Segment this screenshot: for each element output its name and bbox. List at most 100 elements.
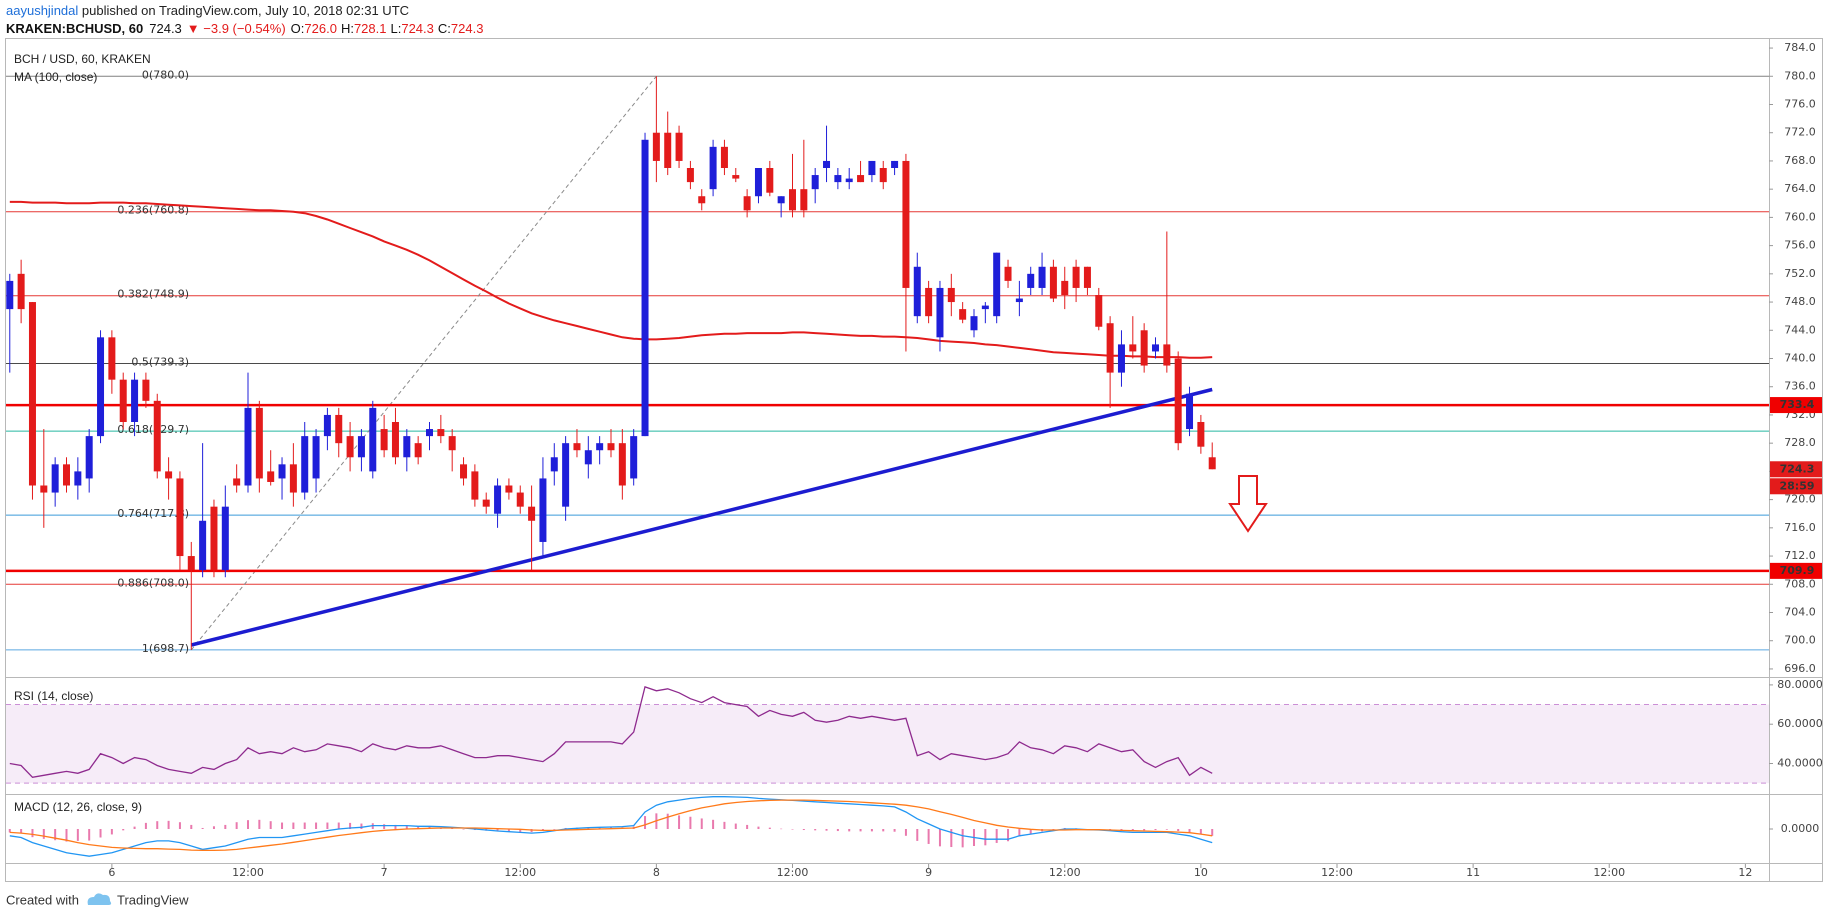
macd-histogram xyxy=(88,829,91,841)
candle-body xyxy=(720,146,728,168)
macd-histogram xyxy=(349,822,352,829)
y-tick-label: 776.0 xyxy=(1784,98,1816,111)
candle-body xyxy=(391,422,399,458)
macd-histogram xyxy=(689,816,692,829)
fib-label: 0.618(729.7) xyxy=(117,423,189,436)
candle-body xyxy=(301,436,309,493)
fib-label: 0.886(708.0) xyxy=(117,576,189,589)
y-tick-label: 756.0 xyxy=(1784,239,1816,252)
fib-label: 0.382(748.9) xyxy=(117,288,189,301)
publish-line: aayushjindal published on TradingView.co… xyxy=(6,3,409,18)
footer-brand[interactable]: TradingView xyxy=(117,892,189,907)
footer-logo[interactable] xyxy=(87,893,112,905)
macd-histogram xyxy=(315,822,318,829)
last: 724.3 xyxy=(149,21,182,36)
macd-histogram xyxy=(927,829,930,844)
y-tick-label: 716.0 xyxy=(1784,521,1816,534)
candle-body xyxy=(664,132,672,168)
candle-body xyxy=(425,429,433,437)
candle-body xyxy=(414,443,422,458)
candle-body xyxy=(947,287,955,303)
macd-histogram xyxy=(167,820,170,829)
x-tick-label: 10 xyxy=(1194,866,1208,879)
candle-body xyxy=(970,316,978,331)
macd-histogram xyxy=(666,813,669,829)
macd-histogram xyxy=(1018,829,1021,837)
macd-histogram xyxy=(258,819,261,829)
candle-body xyxy=(40,485,48,493)
candle-body xyxy=(925,287,933,317)
candle-body xyxy=(584,450,592,465)
macd-line xyxy=(9,796,1213,857)
candle-body xyxy=(641,139,649,437)
candle-body xyxy=(97,337,105,437)
published: published on TradingView.com, July 10, 2… xyxy=(78,3,409,18)
candle-body xyxy=(312,436,320,479)
y-tick-label: 728.0 xyxy=(1784,436,1816,449)
macd-histogram xyxy=(1120,829,1123,831)
rsi-tick-label: 60.0000 xyxy=(1777,717,1823,730)
macd-histogram xyxy=(961,829,964,848)
candle-body xyxy=(845,178,853,183)
y-tick-label: 736.0 xyxy=(1784,380,1816,393)
candle-body xyxy=(562,443,570,507)
macd-histogram xyxy=(1029,829,1032,834)
candle-body xyxy=(1186,393,1194,430)
candle-body xyxy=(448,436,456,451)
macd-histogram xyxy=(1007,829,1010,842)
fib-label: 0.764(717.8) xyxy=(117,507,189,520)
y-tick-label: 764.0 xyxy=(1784,182,1816,195)
price-label-box xyxy=(1770,562,1822,579)
x-tick-label: 7 xyxy=(381,866,388,879)
symbol: KRAKEN:BCHUSD, 60 xyxy=(6,21,143,36)
candle-body xyxy=(6,280,14,310)
candle-body xyxy=(732,175,740,179)
candle-body xyxy=(686,168,694,183)
candle-body xyxy=(675,132,683,161)
macd-histogram xyxy=(65,829,68,842)
macd-histogram xyxy=(156,821,159,829)
macd-histogram xyxy=(133,826,136,829)
candle-body xyxy=(709,146,717,190)
fib-label: 0.236(760.8) xyxy=(117,204,189,217)
candle-body xyxy=(187,556,195,571)
candle-body xyxy=(754,168,762,197)
author[interactable]: aayushjindal xyxy=(6,3,78,18)
candle-body xyxy=(153,400,161,472)
macd-histogram xyxy=(417,826,420,829)
macd-histogram xyxy=(1154,829,1157,831)
macd-histogram xyxy=(178,822,181,829)
candle-body xyxy=(607,443,615,451)
macd-histogram xyxy=(950,829,953,848)
x-tick-label: 12:00 xyxy=(777,866,809,879)
candle-body xyxy=(573,443,581,451)
candle-body xyxy=(131,379,139,422)
change: ▼ −3.9 (−0.54%) xyxy=(187,21,286,36)
macd-histogram xyxy=(303,822,306,829)
candle-body xyxy=(800,189,808,211)
candle-body xyxy=(1163,344,1171,366)
macd-histogram xyxy=(712,819,715,829)
candle-body xyxy=(811,175,819,190)
macd-histogram xyxy=(269,821,272,829)
rsi-band xyxy=(6,704,1769,784)
candle-body xyxy=(834,175,842,183)
candle-body xyxy=(1174,358,1182,444)
macd-tick-label: 0.0000 xyxy=(1781,822,1820,835)
candle-body xyxy=(1027,273,1035,288)
countdown-box xyxy=(1770,478,1822,495)
macd-histogram xyxy=(326,822,329,829)
x-tick-label: 12 xyxy=(1738,866,1752,879)
macd-histogram xyxy=(904,829,907,836)
candle-body xyxy=(1197,422,1205,447)
macd-histogram xyxy=(1199,829,1202,835)
last-price-box xyxy=(1770,461,1822,478)
axes: 696.0700.0704.0708.0712.0716.0720.0724.0… xyxy=(108,41,1822,879)
y-tick-label: 772.0 xyxy=(1784,126,1816,139)
y-tick-label: 696.0 xyxy=(1784,662,1816,675)
y-tick-label: 740.0 xyxy=(1784,352,1816,365)
ohlc-key: H: xyxy=(341,21,354,36)
macd-histogram xyxy=(507,829,510,832)
macd-histogram xyxy=(825,829,828,831)
